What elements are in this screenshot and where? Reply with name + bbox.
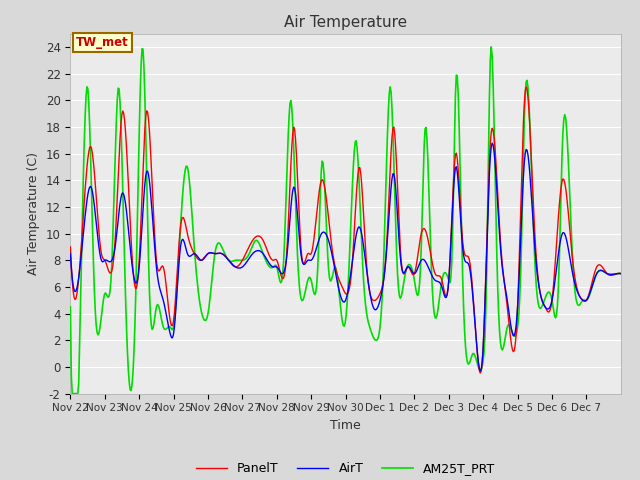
AirT — [67, 251, 74, 256]
AM25T_PRT — [67, 304, 74, 310]
PanelT — [434, 273, 442, 279]
PanelT — [208, 250, 216, 256]
AM25T_PRT — [392, 221, 399, 227]
AM25T_PRT — [317, 191, 324, 196]
PanelT — [67, 244, 74, 250]
PanelT — [617, 271, 625, 276]
AM25T_PRT — [482, 311, 490, 316]
AirT — [391, 176, 399, 182]
PanelT — [391, 131, 399, 137]
PanelT — [522, 84, 530, 90]
Y-axis label: Air Temperature (C): Air Temperature (C) — [27, 152, 40, 275]
Line: AirT: AirT — [70, 143, 621, 371]
AirT — [488, 140, 496, 146]
AM25T_PRT — [209, 268, 217, 274]
AM25T_PRT — [165, 324, 173, 330]
PanelT — [316, 187, 323, 193]
Line: PanelT: PanelT — [70, 87, 621, 373]
AM25T_PRT — [488, 44, 495, 50]
PanelT — [164, 298, 172, 304]
X-axis label: Time: Time — [330, 419, 361, 432]
Line: AM25T_PRT: AM25T_PRT — [70, 47, 621, 394]
AirT — [476, 368, 484, 374]
AirT — [316, 236, 323, 241]
AirT — [208, 250, 216, 256]
AM25T_PRT — [68, 391, 76, 396]
AM25T_PRT — [617, 271, 625, 276]
Title: Air Temperature: Air Temperature — [284, 15, 407, 30]
AirT — [482, 278, 490, 284]
Text: TW_met: TW_met — [76, 36, 129, 49]
AM25T_PRT — [435, 300, 443, 306]
AirT — [164, 320, 172, 325]
PanelT — [482, 273, 490, 279]
PanelT — [476, 370, 484, 376]
AirT — [434, 278, 442, 284]
AirT — [617, 271, 625, 276]
Legend: PanelT, AirT, AM25T_PRT: PanelT, AirT, AM25T_PRT — [191, 457, 500, 480]
